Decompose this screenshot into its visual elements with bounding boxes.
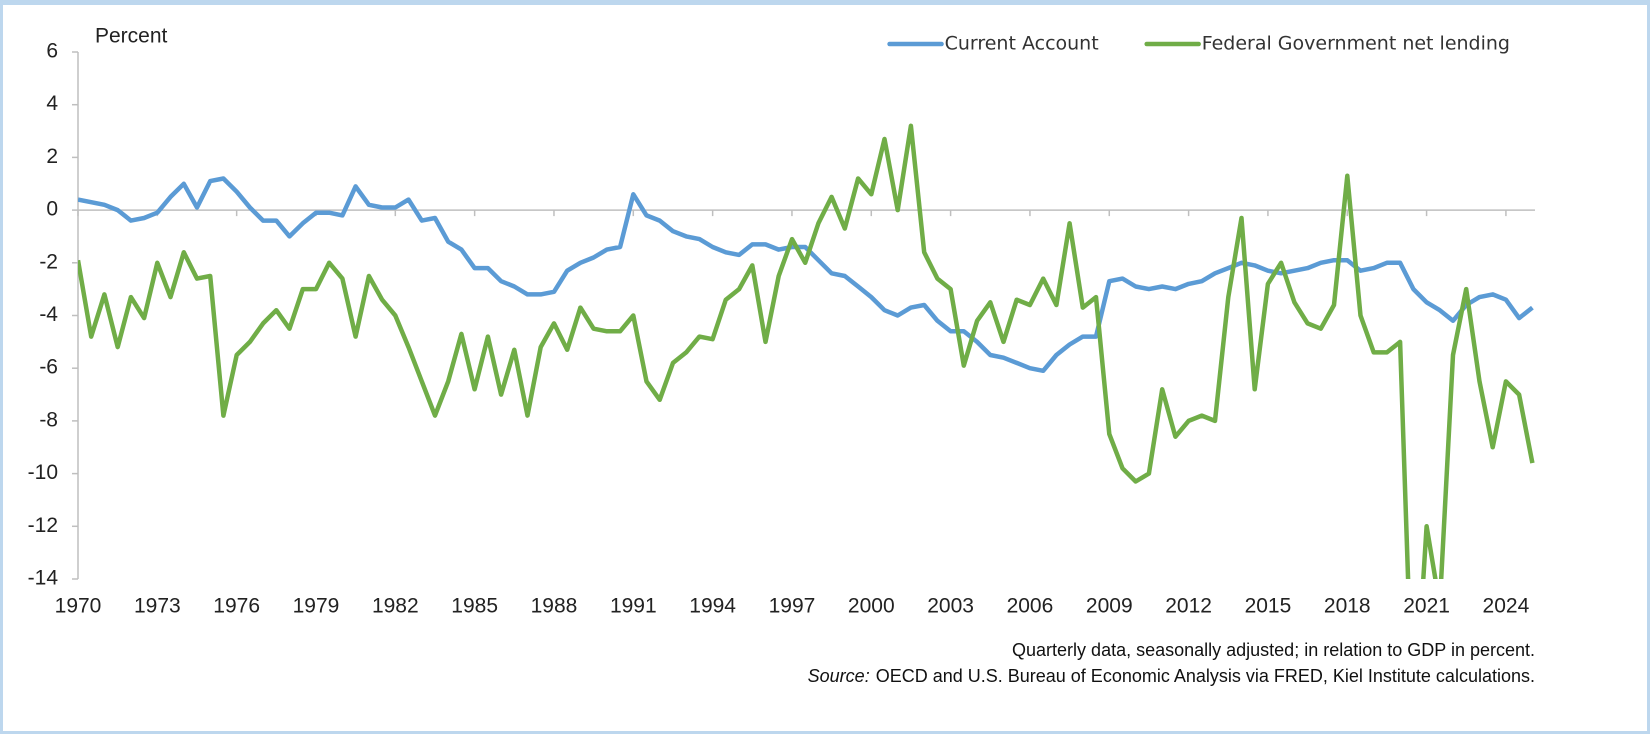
x-tick-label: 1979 xyxy=(293,595,340,618)
x-tick-label: 2012 xyxy=(1165,595,1212,618)
legend-label: Federal Government net lending xyxy=(1202,33,1510,55)
y-tick-label: -6 xyxy=(39,356,58,379)
source: Source: OECD and U.S. Bureau of Economic … xyxy=(808,666,1535,686)
x-tick-label: 1988 xyxy=(531,595,578,618)
x-tick-label: 1994 xyxy=(689,595,736,618)
series-line xyxy=(78,123,1535,579)
y-tick-label: 2 xyxy=(46,145,58,168)
x-tick-label: 2024 xyxy=(1483,595,1530,618)
x-tick-label: 2021 xyxy=(1403,595,1450,618)
x-tick-label: 1976 xyxy=(213,595,260,618)
y-axis-label: Percent xyxy=(95,25,168,48)
series-group xyxy=(78,176,1534,374)
x-tick-label: 1970 xyxy=(55,595,102,618)
x-tick-label: 1985 xyxy=(451,595,498,618)
x-tick-label: 2003 xyxy=(927,595,974,618)
x-tick-label: 1973 xyxy=(134,595,181,618)
y-tick-label: -2 xyxy=(39,250,58,273)
x-tick-label: 1982 xyxy=(372,595,419,618)
source-text: OECD and U.S. Bureau of Economic Analysi… xyxy=(876,666,1535,686)
series-group xyxy=(78,123,1535,579)
x-tick-label: 1997 xyxy=(769,595,816,618)
y-tick-label: 4 xyxy=(46,92,58,115)
x-tick-label: 2000 xyxy=(848,595,895,618)
legend-label: Current Account xyxy=(945,33,1099,55)
series-line xyxy=(78,176,1534,374)
source-label: Source: xyxy=(808,666,870,686)
y-tick-label: -14 xyxy=(28,567,59,590)
frame-top xyxy=(0,0,1650,5)
y-tick-label: 6 xyxy=(46,40,58,63)
x-tick-label: 2018 xyxy=(1324,595,1371,618)
x-tick-label: 2015 xyxy=(1245,595,1292,618)
x-tick-label: 1991 xyxy=(610,595,657,618)
y-tick-label: 0 xyxy=(46,198,58,221)
x-tick-label: 2009 xyxy=(1086,595,1133,618)
y-tick-label: -8 xyxy=(39,408,58,431)
note: Quarterly data, seasonally adjusted; in … xyxy=(1012,640,1535,660)
x-tick-label: 2006 xyxy=(1007,595,1054,618)
y-tick-label: -12 xyxy=(28,514,58,537)
y-tick-label: -4 xyxy=(39,303,58,326)
y-tick-label: -10 xyxy=(28,461,58,484)
